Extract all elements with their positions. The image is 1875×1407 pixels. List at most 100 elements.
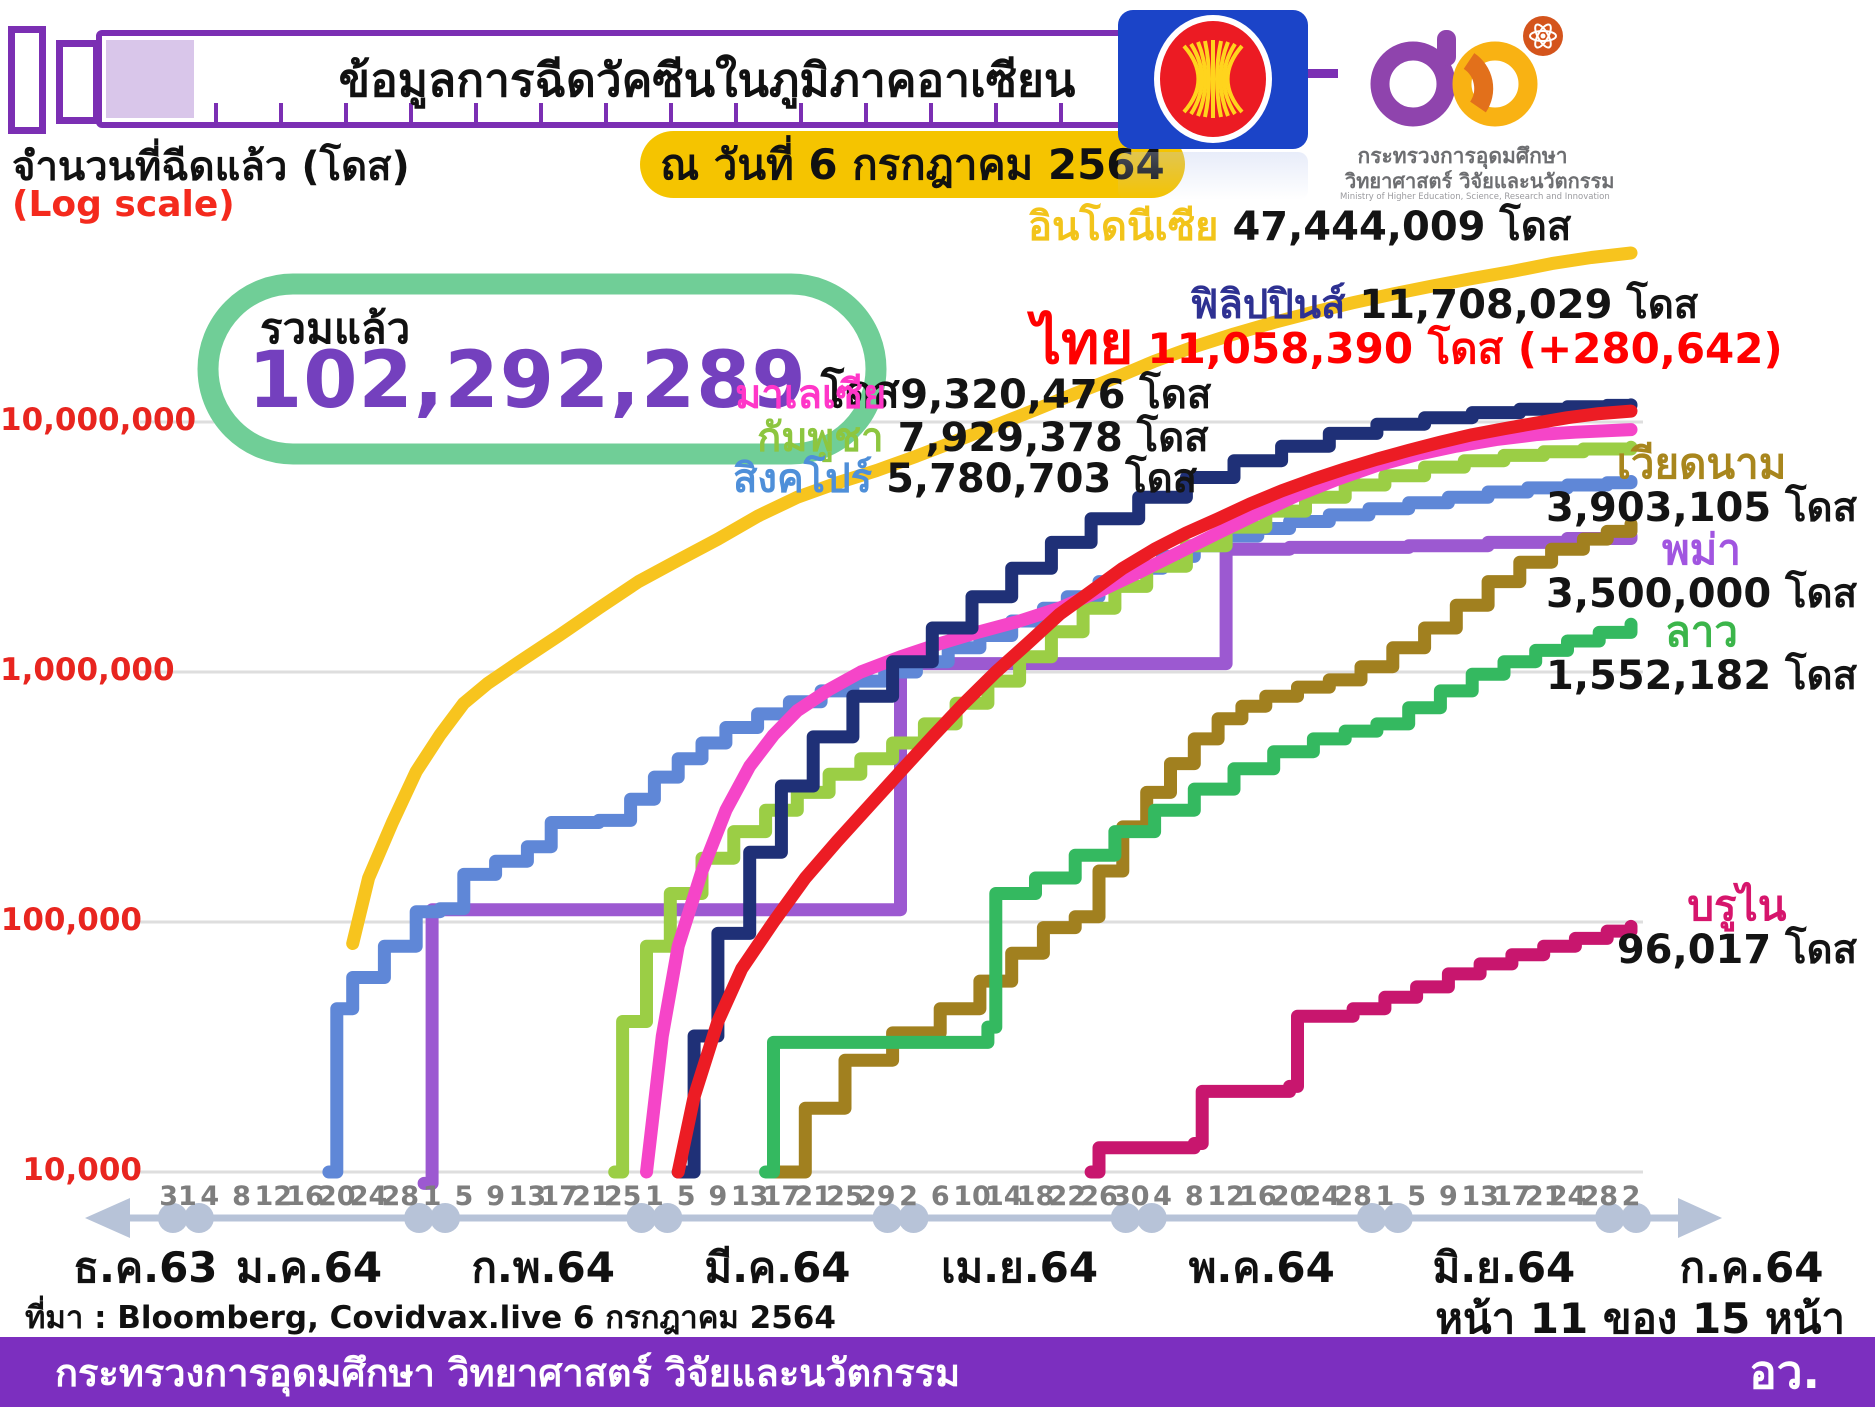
- month-boundary-dot: [872, 1203, 903, 1233]
- month-boundary-dot: [1110, 1203, 1141, 1233]
- x-tick-label: 10: [953, 1181, 991, 1212]
- date-badge: ณ วันที่ 6 กรกฎาคม 2564: [640, 131, 1185, 198]
- x-tick-label: 2: [899, 1181, 918, 1212]
- x-tick-label: 28: [382, 1181, 420, 1212]
- axis-arrow-left-icon: [85, 1198, 130, 1238]
- label-vietnam: เวียดนาม 3,903,105 โดส: [1546, 441, 1857, 530]
- x-tick-label: 1: [423, 1181, 442, 1212]
- month-boundary-dot: [430, 1203, 461, 1233]
- y-tick-label: 10,000,000: [0, 402, 197, 438]
- x-tick-label: 20: [318, 1181, 356, 1212]
- month-boundary-dot: [183, 1203, 214, 1233]
- x-tick-label: 31: [159, 1181, 197, 1212]
- label-malaysia: มาเลเซีย 9,320,476 โดส: [735, 362, 1211, 426]
- syringe-plunger-rod-icon: [56, 40, 100, 124]
- y-axis-title: จำนวนที่ฉีดแล้ว (โดส): [12, 144, 410, 190]
- month-boundary-dot: [652, 1203, 683, 1233]
- x-tick-label: 9: [486, 1181, 505, 1212]
- x-tick-label: 21: [572, 1181, 610, 1212]
- x-tick-label: 16: [1239, 1181, 1277, 1212]
- syringe-tick-icon: [604, 103, 608, 122]
- brunei-value: 96,017 โดส: [1616, 927, 1857, 974]
- month-label: ธ.ค.63: [73, 1243, 217, 1292]
- x-tick-label: 5: [677, 1181, 696, 1212]
- singapore-name: สิงคโปร์: [733, 456, 873, 502]
- cambodia-name: กัมพูชา: [757, 415, 884, 461]
- x-tick-label: 13: [1461, 1181, 1499, 1212]
- syringe-tick-icon: [669, 103, 673, 122]
- month-label: มี.ค.64: [704, 1243, 850, 1292]
- x-tick-label: 16: [286, 1181, 324, 1212]
- x-tick-label: 5: [454, 1181, 473, 1212]
- x-tick-label: 1: [1375, 1181, 1394, 1212]
- axis-arrow-right-icon: [1678, 1198, 1722, 1238]
- x-tick-label: 22: [1048, 1181, 1086, 1212]
- x-tick-label: 21: [794, 1181, 832, 1212]
- x-tick-label: 14: [985, 1181, 1023, 1212]
- philippines-name: ฟิลิปปินส์: [1190, 282, 1346, 328]
- x-tick-label: 1: [645, 1181, 664, 1212]
- syringe-tick-icon: [929, 103, 933, 122]
- x-tick-label: 28: [1334, 1181, 1372, 1212]
- total-ring: [197, 273, 887, 465]
- x-tick-label: 13: [731, 1181, 769, 1212]
- syringe-fill: [106, 40, 194, 118]
- x-tick-label: 8: [1185, 1181, 1204, 1212]
- month-boundary-dot: [157, 1203, 188, 1233]
- total-row: 102,292,289 โดส: [248, 336, 900, 427]
- syringe-tick-icon: [539, 103, 543, 122]
- x-tick-label: 24: [350, 1181, 388, 1212]
- y-tick-label: 10,000: [22, 1152, 142, 1188]
- y-tick-label: 1,000,000: [0, 652, 175, 688]
- syringe-tick-icon: [734, 103, 738, 122]
- label-singapore: สิงคโปร์ 5,780,703 โดส: [733, 446, 1197, 510]
- mhesi-text-1: กระทรวงการอุดมศึกษา: [1357, 144, 1568, 168]
- thailand-value: 11,058,390 โดส (+280,642): [1147, 324, 1783, 373]
- x-tick-label: 18: [1017, 1181, 1055, 1212]
- x-tick-label: 5: [1407, 1181, 1426, 1212]
- label-cambodia: กัมพูชา 7,929,378 โดส: [757, 405, 1209, 469]
- philippines-value: 11,708,029 โดส: [1359, 282, 1699, 328]
- x-tick-label: 17: [1493, 1181, 1531, 1212]
- x-tick-label: 21: [1525, 1181, 1563, 1212]
- label-laos: ลาว 1,552,182 โดส: [1546, 609, 1857, 698]
- series-line-philippines: [671, 398, 1638, 1179]
- cambodia-value: 7,929,378 โดส: [897, 415, 1209, 461]
- month-label: มิ.ย.64: [1433, 1243, 1576, 1292]
- series-line-vietnam: [767, 517, 1638, 1179]
- series-line-myanmar: [417, 529, 1638, 1190]
- x-tick-label: 13: [509, 1181, 547, 1212]
- x-tick-label: 8: [232, 1181, 251, 1212]
- month-boundary-dot: [404, 1203, 435, 1233]
- syringe-tick-icon: [994, 103, 998, 122]
- atom-icon: [1523, 16, 1563, 56]
- x-tick-label: 30: [1112, 1181, 1150, 1212]
- x-tick-label: 9: [1439, 1181, 1458, 1212]
- month-boundary-dot: [1136, 1203, 1167, 1233]
- syringe-tick-icon: [279, 103, 283, 122]
- page-indicator: หน้า 11 ของ 15 หน้า: [1435, 1294, 1845, 1343]
- x-tick-label: 2: [1622, 1181, 1641, 1212]
- x-tick-label: 20: [1271, 1181, 1309, 1212]
- syringe-tick-icon: [1059, 103, 1063, 122]
- series-line-thailand: [671, 404, 1638, 1179]
- month-boundary-dot: [626, 1203, 657, 1233]
- malaysia-value: 9,320,476 โดส: [900, 372, 1212, 418]
- syringe-tick-icon: [409, 103, 413, 122]
- total-label: รวมแล้ว: [260, 304, 411, 353]
- x-tick-label: 26: [1080, 1181, 1118, 1212]
- month-label: พ.ค.64: [1189, 1243, 1335, 1292]
- series-line-indonesia: [346, 246, 1638, 950]
- syringe-tick-icon: [474, 103, 478, 122]
- month-label: ม.ค.64: [236, 1243, 382, 1292]
- syringe-tick-icon: [864, 103, 868, 122]
- x-tick-label: 24: [1549, 1181, 1587, 1212]
- x-tick-label: 25: [826, 1181, 864, 1212]
- brunei-name: บรูไน: [1687, 881, 1787, 930]
- log-scale-note: (Log scale): [12, 184, 235, 225]
- footer-abbrev: อว.: [1749, 1344, 1820, 1399]
- source-note: ที่มา : Bloomberg, Covidvax.live 6 กรกฎา…: [25, 1300, 836, 1336]
- month-boundary-dot: [1382, 1203, 1413, 1233]
- month-boundary-dot: [1621, 1203, 1652, 1233]
- x-tick-label: 4: [200, 1181, 219, 1212]
